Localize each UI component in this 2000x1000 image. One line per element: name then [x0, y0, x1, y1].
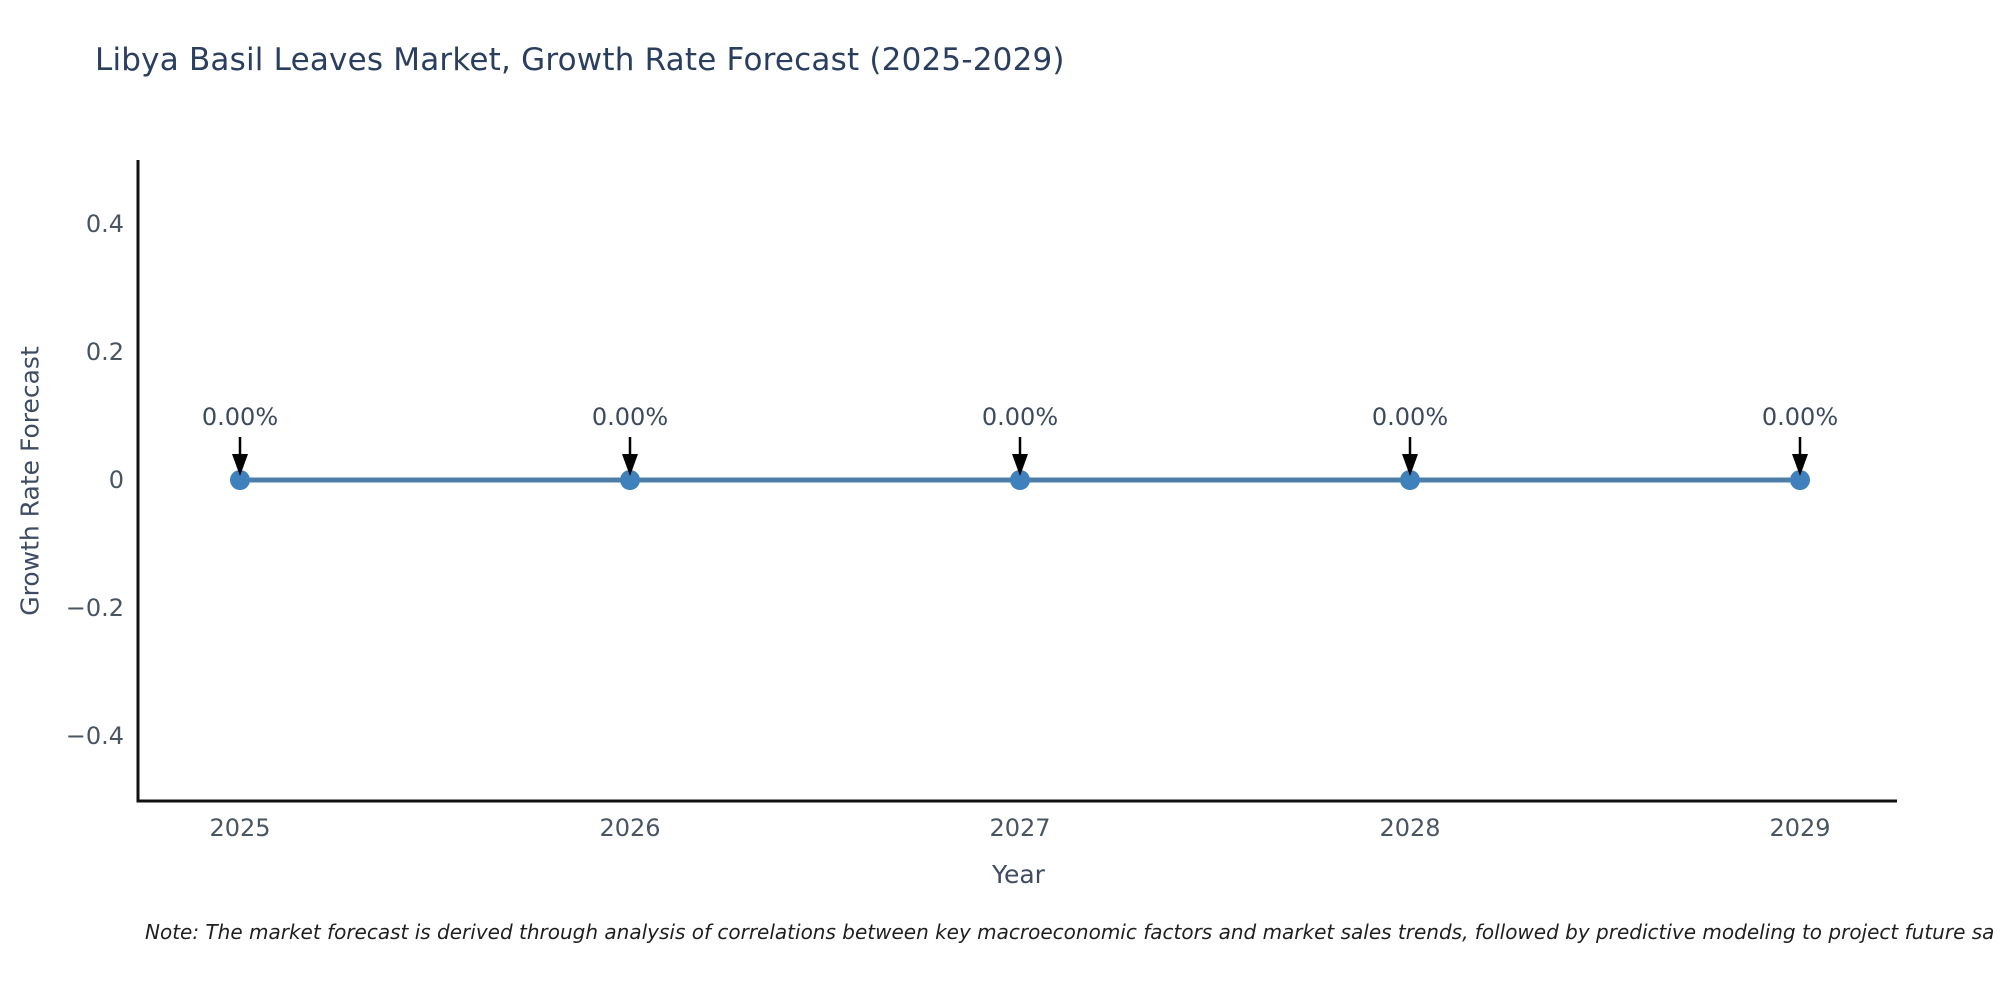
annotation-label: 0.00% [591, 403, 669, 431]
annotation-label: 0.00% [1371, 403, 1449, 431]
y-tick-label: −0.2 [65, 594, 124, 622]
data-point-marker [620, 470, 640, 490]
data-point-marker [230, 470, 250, 490]
annotation-arrow-head [1012, 454, 1028, 476]
annotation-label: 0.00% [1761, 403, 1839, 431]
y-tick-label: 0.2 [85, 338, 124, 366]
x-tick-label: 2028 [1379, 814, 1441, 842]
x-tick-label: 2027 [989, 814, 1051, 842]
annotation-arrow-head [232, 454, 248, 476]
y-tick-label: 0 [108, 466, 124, 494]
x-tick-label: 2026 [599, 814, 661, 842]
annotation-arrow-head [622, 454, 638, 476]
data-point-marker [1790, 470, 1810, 490]
x-axis-title: Year [992, 860, 1045, 889]
y-tick-label: −0.4 [65, 722, 124, 750]
data-point-marker [1400, 470, 1420, 490]
annotation-arrow-head [1402, 454, 1418, 476]
annotation-arrow-head [1792, 454, 1808, 476]
y-axis-title: Growth Rate Forecast [15, 345, 45, 616]
x-tick-label: 2025 [209, 814, 271, 842]
x-tick-label: 2029 [1769, 814, 1831, 842]
annotation-label: 0.00% [981, 403, 1059, 431]
data-point-marker [1010, 470, 1030, 490]
annotation-label: 0.00% [201, 403, 279, 431]
y-tick-label: 0.4 [85, 210, 124, 238]
chart-footnote: Note: The market forecast is derived thr… [145, 920, 1995, 944]
chart-title: Libya Basil Leaves Market, Growth Rate F… [95, 42, 1065, 78]
